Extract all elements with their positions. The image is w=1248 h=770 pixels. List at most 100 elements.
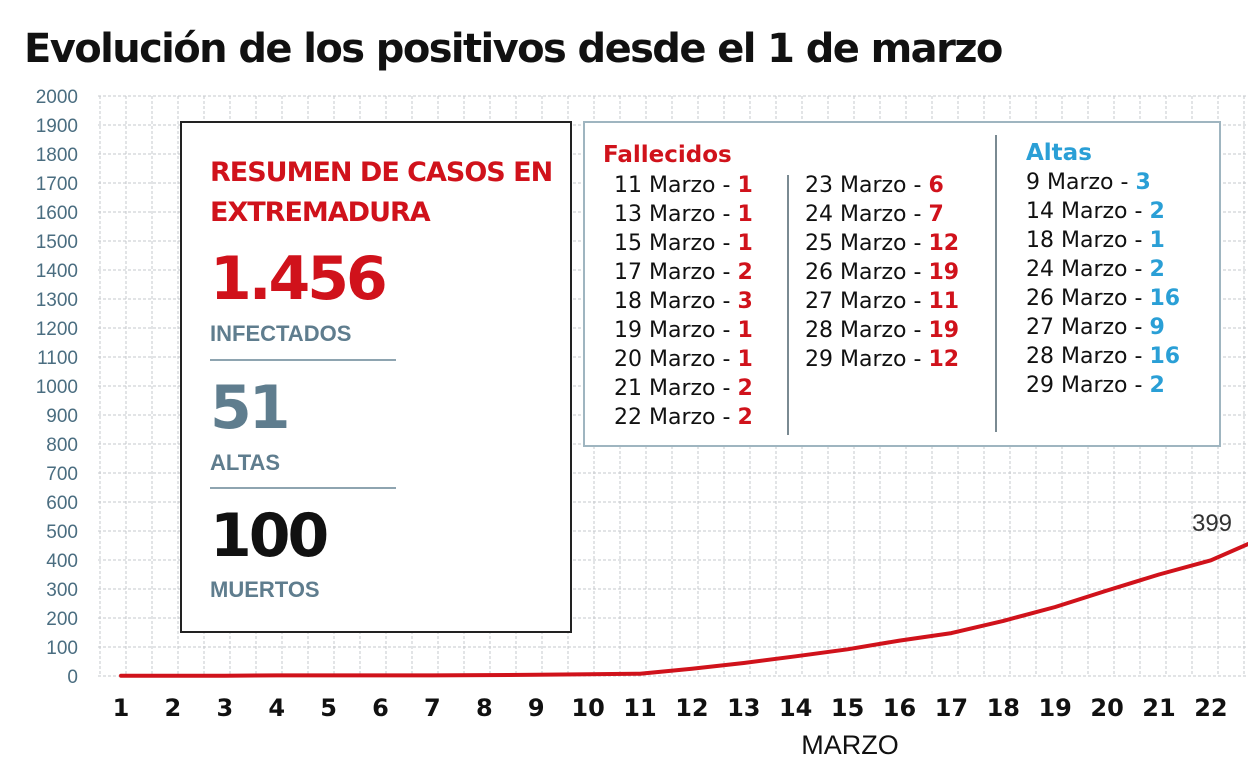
y-tick-label: 200: [46, 609, 78, 630]
x-tick-label: 15: [831, 694, 864, 722]
entry-date: 28 Marzo: [805, 318, 907, 343]
entry-value: 12: [928, 231, 960, 256]
entry-date: 28 Marzo: [1026, 344, 1128, 369]
entry-value: 1: [737, 173, 753, 198]
y-tick-label: 700: [46, 464, 78, 485]
list-item: 24 Marzo - 7: [805, 202, 944, 227]
list-item: 25 Marzo - 12: [805, 231, 960, 256]
fallecidos-heading: Fallecidos: [603, 142, 732, 168]
entry-value: 1: [1149, 228, 1165, 253]
y-axis: 0 100 200 300 400 500 600 700 800 900 1000 1100 1200…: [36, 87, 78, 688]
entry-value: 2: [1149, 373, 1165, 398]
x-tick-label: 10: [571, 694, 604, 722]
list-item: 29 Marzo - 12: [805, 347, 960, 372]
entry-value: 6: [928, 173, 944, 198]
entry-value: 2: [737, 260, 753, 285]
list-item: 24 Marzo - 2: [1026, 257, 1165, 282]
altas-label: ALTAS: [210, 450, 281, 475]
deaths-value: 100: [210, 501, 329, 571]
list-item: 18 Marzo - 3: [614, 289, 753, 314]
list-item: 26 Marzo - 19: [805, 260, 960, 285]
x-tick-label: 22: [1194, 694, 1227, 722]
infected-value: 1.456: [210, 244, 388, 314]
list-item: 22 Marzo - 2: [614, 405, 753, 430]
x-tick-label: 14: [779, 694, 812, 722]
x-axis-title: MARZO: [801, 730, 899, 760]
entry-value: 11: [928, 289, 960, 314]
entry-date: 14 Marzo: [1026, 199, 1128, 224]
entry-value: 2: [737, 376, 753, 401]
list-item: 11 Marzo - 1: [614, 173, 753, 198]
y-tick-label: 600: [46, 493, 78, 514]
entry-value: 2: [1149, 199, 1165, 224]
series-line: [119, 541, 1248, 678]
summary-panel: RESUMEN DE CASOS EN EXTREMADURA 1.456 IN…: [180, 121, 572, 633]
list-item: 26 Marzo - 16: [1026, 286, 1181, 311]
y-tick-label: 1400: [36, 261, 78, 282]
entry-value: 1: [737, 318, 753, 343]
list-item: 21 Marzo - 2: [614, 376, 753, 401]
list-item: 28 Marzo - 19: [805, 318, 960, 343]
x-tick-label: 1: [113, 694, 130, 722]
entry-date: 18 Marzo: [1026, 228, 1128, 253]
entry-date: 24 Marzo: [1026, 257, 1128, 282]
entry-date: 9 Marzo: [1026, 170, 1114, 195]
entry-value: 19: [928, 260, 960, 285]
entry-value: 12: [928, 347, 960, 372]
divider: [210, 487, 396, 489]
entry-value: 3: [1135, 170, 1151, 195]
entry-value: 1: [737, 347, 753, 372]
x-tick-label: 16: [883, 694, 916, 722]
entry-date: 24 Marzo: [805, 202, 907, 227]
column-divider: [787, 175, 789, 435]
entry-date: 26 Marzo: [805, 260, 907, 285]
y-tick-label: 1800: [36, 145, 78, 166]
divider: [210, 359, 396, 361]
x-axis: 1 2 3 4 5 6 7 8 9 10 11 12 13 14 15 16 17 18 19 20 21 22: [113, 694, 1228, 722]
annotation-label: 399: [1192, 510, 1232, 537]
daily-lists-panel: Fallecidos 11 Marzo - 1 13 Marzo - 1 15 Ma…: [583, 121, 1221, 447]
y-tick-label: 900: [46, 406, 78, 427]
list-item: 9 Marzo - 3: [1026, 170, 1151, 195]
infected-label: INFECTADOS: [210, 321, 352, 346]
x-tick-label: 9: [528, 694, 545, 722]
entry-value: 16: [1149, 286, 1181, 311]
y-tick-label: 400: [46, 551, 78, 572]
entry-date: 13 Marzo: [614, 202, 716, 227]
altas-value: 51: [210, 373, 290, 443]
x-tick-label: 19: [1038, 694, 1071, 722]
fallecidos-list-b: 23 Marzo - 6 24 Marzo - 7 25 Marzo - 12 26 …: [805, 171, 959, 374]
series-layer: [119, 541, 1248, 678]
list-item: 29 Marzo - 2: [1026, 373, 1165, 398]
entry-value: 1: [737, 231, 753, 256]
summary-heading: RESUMEN DE CASOS EN EXTREMADURA: [210, 157, 553, 228]
fallecidos-list-a: 11 Marzo - 1 13 Marzo - 1 15 Marzo - 1 17 M…: [614, 171, 753, 432]
entry-value: 7: [928, 202, 944, 227]
entry-date: 27 Marzo: [805, 289, 907, 314]
entry-date: 17 Marzo: [614, 260, 716, 285]
altas-column: Altas 9 Marzo - 3 14 Marzo - 2 18 Marzo - …: [1026, 138, 1180, 400]
column-divider: [995, 135, 997, 432]
x-tick-label: 11: [623, 694, 656, 722]
entry-date: 29 Marzo: [805, 347, 907, 372]
entry-date: 27 Marzo: [1026, 315, 1128, 340]
list-item: 20 Marzo - 1: [614, 347, 753, 372]
y-tick-label: 2000: [36, 87, 78, 108]
deaths-label: MUERTOS: [210, 577, 320, 602]
altas-heading: Altas: [1026, 140, 1092, 166]
y-tick-label: 1700: [36, 174, 78, 195]
list-item: 27 Marzo - 9: [1026, 315, 1165, 340]
entry-date: 22 Marzo: [614, 405, 716, 430]
x-tick-label: 5: [320, 694, 337, 722]
list-item: 13 Marzo - 1: [614, 202, 753, 227]
y-tick-label: 0: [67, 667, 78, 688]
x-tick-label: 21: [1142, 694, 1175, 722]
x-tick-label: 3: [216, 694, 233, 722]
y-tick-label: 100: [46, 638, 78, 659]
list-item: 23 Marzo - 6: [805, 173, 944, 198]
list-item: 17 Marzo - 2: [614, 260, 753, 285]
list-item: 19 Marzo - 1: [614, 318, 753, 343]
y-tick-label: 300: [46, 580, 78, 601]
entry-date: 21 Marzo: [614, 376, 716, 401]
fallecidos-column: Fallecidos: [603, 140, 732, 170]
